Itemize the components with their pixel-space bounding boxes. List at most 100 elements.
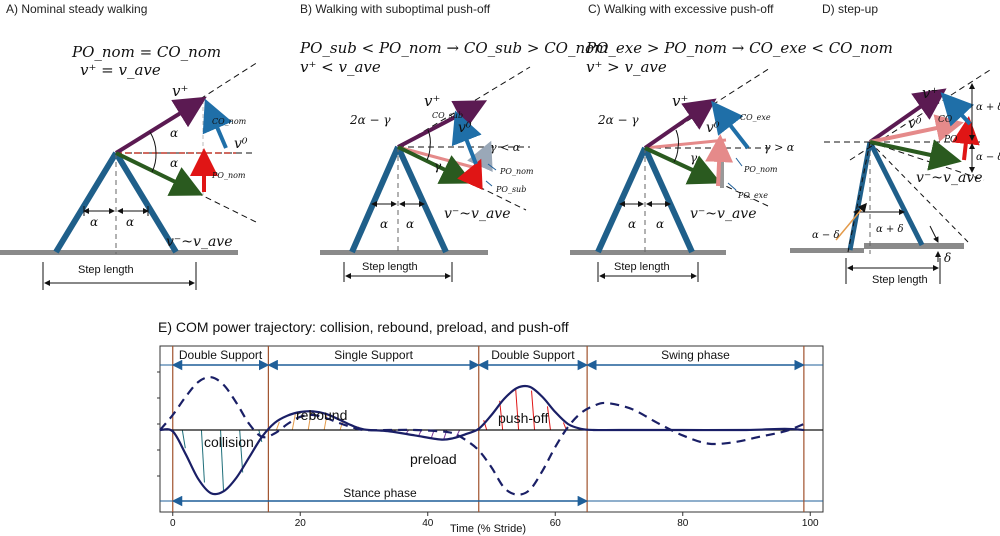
- ground-bar: [790, 248, 864, 253]
- hatch-line: [515, 387, 520, 431]
- hatch-line: [456, 429, 461, 437]
- v-plus-arrow: [114, 96, 207, 155]
- gamma-condition-label: γ > α: [764, 141, 795, 154]
- step-bar: [864, 243, 964, 249]
- v0-label: v⁰: [234, 136, 248, 152]
- alpha-minus-delta-label: α − δ: [976, 152, 1000, 163]
- panel-b-equation-1: PO_sub < PO_nom → CO_sub > CO_nom: [300, 39, 609, 57]
- panel-a-title: A) Nominal steady walking: [6, 2, 148, 16]
- v-plus-label: v⁺: [424, 92, 440, 110]
- angle-label: 2α − γ: [597, 113, 639, 127]
- push-off-arrow: [457, 158, 483, 190]
- v-minus-arrow: [115, 151, 204, 196]
- hatch-line: [499, 400, 504, 431]
- po-nom-label: PO_nom: [743, 165, 778, 174]
- dashed-series-line: [159, 376, 805, 496]
- v-minus-label: v⁻~v_ave: [166, 234, 232, 250]
- preload-annotation: preload: [410, 451, 457, 467]
- swing-leg: [642, 146, 695, 254]
- hatch-line: [483, 420, 488, 431]
- v-plus-arrow: [643, 98, 717, 150]
- co-label: CO_exe: [740, 113, 771, 122]
- swing-leg: [395, 145, 449, 254]
- hatch-line: [200, 429, 205, 483]
- hatch-line: [291, 414, 296, 431]
- delta-label: δ: [944, 251, 951, 265]
- ground-bar: [570, 250, 726, 255]
- panel-c-equation-1: PO_exe > PO_nom → CO_exe < CO_nom: [586, 39, 893, 57]
- alpha-label: α: [406, 217, 414, 231]
- collision-arrow: [940, 92, 975, 127]
- stance-leg: [53, 151, 119, 254]
- po-label: PO_nom: [211, 171, 246, 180]
- co-label: CO_nom: [212, 117, 247, 126]
- v-plus-label: v⁺: [922, 84, 938, 102]
- panel-a-equation-2: v⁺ = v_ave: [80, 61, 161, 79]
- stance-leg: [595, 146, 648, 254]
- panel-d-diagram: v⁺ v⁰ v⁻~v_ave CO PO α + δ α − δ α + δ α…: [790, 69, 1000, 286]
- v-plus-label: v⁺: [172, 82, 188, 100]
- v0-arrow: [869, 114, 964, 144]
- hatch-line: [531, 390, 536, 431]
- panel-c-title: C) Walking with excessive push-off: [588, 2, 774, 16]
- stance-label: Stance phase: [343, 486, 417, 500]
- alpha-plus-delta-label: α + δ: [876, 224, 904, 235]
- panel-a-equation-1: PO_nom = CO_nom: [72, 43, 222, 61]
- co-label: CO_sub: [432, 111, 463, 120]
- po-label: PO_sub: [495, 185, 526, 194]
- alpha-label: α: [628, 217, 636, 231]
- x-tick-label: 40: [422, 518, 434, 529]
- alpha-plus-delta-label: α + δ: [976, 102, 1000, 113]
- alpha-label: α: [380, 217, 388, 231]
- v-minus-label: v⁻~v_ave: [916, 170, 982, 186]
- x-axis-label: Time (% Stride): [450, 523, 526, 535]
- step-length-label: Step length: [614, 261, 670, 273]
- panel-b-diagram: v⁺ v⁰ v⁻~v_ave 2α − γ γ γ < α CO_sub PO_…: [320, 66, 534, 282]
- alpha-label: α: [170, 126, 178, 140]
- step-length-label: Step length: [78, 264, 134, 276]
- stance-leg: [349, 145, 401, 254]
- hatch-line: [323, 413, 328, 431]
- po-nom-label: PO_nom: [499, 167, 534, 176]
- x-tick-label: 100: [802, 518, 819, 529]
- rebound-annotation: rebound: [296, 407, 347, 423]
- chart-title: E) COM power trajectory: collision, rebo…: [158, 319, 569, 335]
- v-plus-arrow: [868, 88, 947, 144]
- co-label: CO: [938, 115, 953, 125]
- panel-c-equation-2: v⁺ > v_ave: [586, 58, 667, 76]
- ground-bar: [0, 250, 238, 255]
- alpha-label: α: [170, 156, 178, 170]
- swing-leg: [113, 151, 179, 254]
- collision-annotation: collision: [204, 434, 254, 450]
- hatch-line: [546, 406, 551, 431]
- collision-arrow: [451, 110, 482, 165]
- panel-d-title: D) step-up: [822, 2, 879, 16]
- gamma-condition-label: γ < α: [490, 141, 521, 154]
- phase-label: Double Support: [179, 348, 263, 362]
- v0-label: v⁰: [458, 120, 472, 136]
- alpha-label: α: [126, 215, 134, 229]
- push-off-arrow: [951, 116, 980, 161]
- gamma-label: γ: [690, 151, 698, 165]
- phase-label: Double Support: [491, 348, 575, 362]
- swing-leg: [867, 140, 925, 247]
- v-minus-label: v⁻~v_ave: [690, 206, 756, 222]
- panel-b-equation-2: v⁺ < v_ave: [300, 58, 381, 76]
- x-tick-label: 80: [677, 518, 689, 529]
- hatch-line: [275, 421, 280, 431]
- x-tick-label: 60: [550, 518, 562, 529]
- po-label: PO_exe: [737, 191, 768, 200]
- x-tick-label: 0: [170, 518, 176, 529]
- x-tick-label: 20: [295, 518, 307, 529]
- solid-series-line: [159, 384, 804, 496]
- com-power-chart: E) COM power trajectory: collision, rebo…: [157, 319, 824, 535]
- ground-bar: [320, 250, 488, 255]
- collision-arrow: [711, 100, 750, 150]
- phase-label: Swing phase: [661, 348, 730, 362]
- hatch-line: [239, 429, 244, 473]
- alpha-minus-delta-label: α − δ: [812, 230, 840, 241]
- v-minus-arrow: [644, 146, 722, 185]
- phase-label: Single Support: [334, 348, 413, 362]
- v0-label: v⁰: [706, 120, 720, 136]
